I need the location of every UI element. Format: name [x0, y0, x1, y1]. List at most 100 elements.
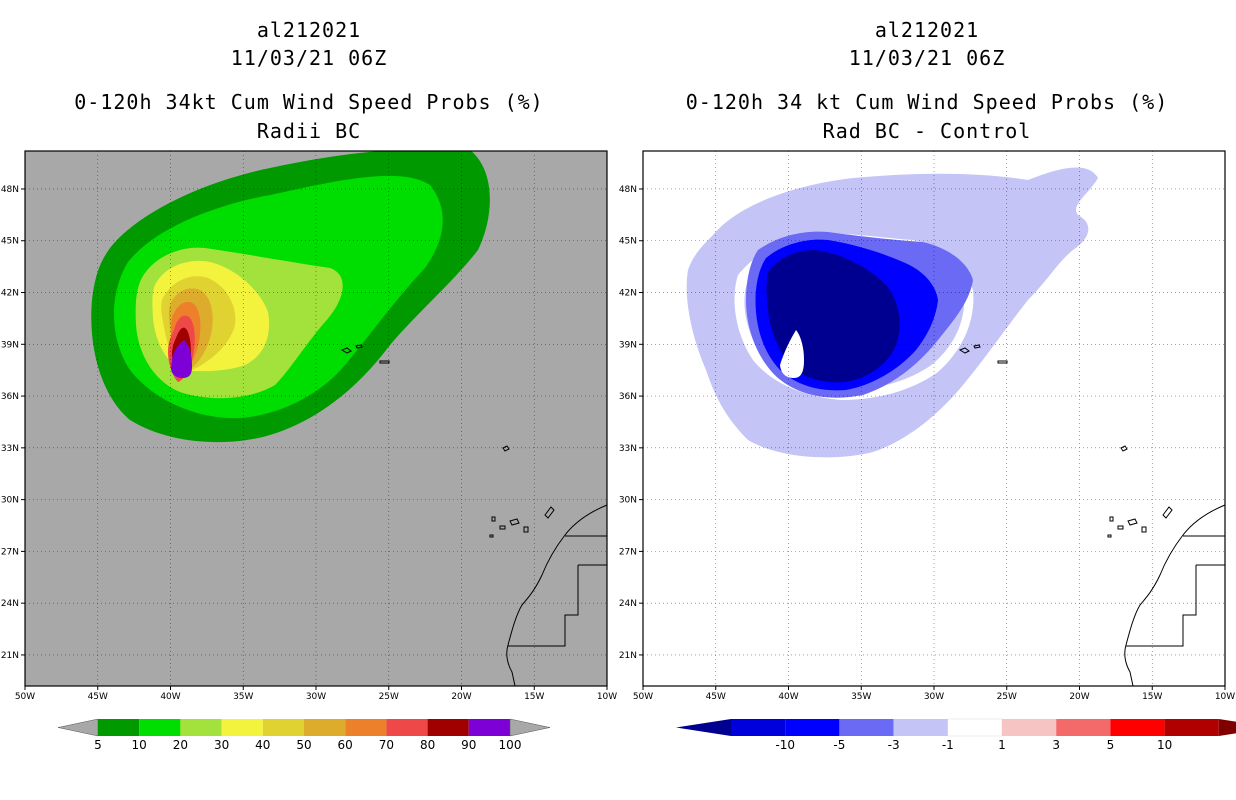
colorbar-swatch — [262, 719, 304, 736]
right-grid — [643, 151, 1225, 686]
colorbar-swatch — [893, 719, 948, 736]
lat-label: 24N — [1, 599, 19, 609]
colorbar-swatch — [785, 719, 840, 736]
lat-label: 42N — [619, 289, 637, 299]
colorbar-swatch — [98, 719, 140, 736]
lon-label: 45W — [88, 692, 108, 702]
colorbar-extend-low — [676, 719, 731, 736]
lat-label: 39N — [1, 340, 19, 350]
right-subtitle: Rad BC - Control — [822, 119, 1032, 143]
colorbar-label: 80 — [420, 738, 435, 752]
lon-label: 40W — [160, 692, 180, 702]
left-storm-id: al212021 — [256, 18, 362, 42]
lat-label: 30N — [1, 496, 19, 506]
colorbar-label: 40 — [255, 738, 270, 752]
lon-label: 30W — [924, 692, 944, 702]
lat-label: 36N — [619, 392, 637, 402]
colorbar-extend-low — [57, 718, 99, 737]
left-subtitle: Radii BC — [256, 119, 362, 143]
lon-label: 20W — [1069, 692, 1089, 702]
colorbar-label: -5 — [833, 738, 845, 752]
colorbar-label: 50 — [296, 738, 311, 752]
right-axis-labels: 50W 45W 40W 35W 30W 25W 20W 15W 10W 48N 45N 42N 39N 3… — [619, 185, 1235, 702]
left-datetime: 11/03/21 06Z — [230, 46, 388, 70]
colorbar-label: 30 — [214, 738, 229, 752]
lat-label: 48N — [619, 185, 637, 195]
lon-label: 25W — [379, 692, 399, 702]
lon-label: 20W — [451, 692, 471, 702]
lon-label: 45W — [706, 692, 726, 702]
lon-label: 15W — [1142, 692, 1162, 702]
right-coastlines — [958, 344, 1226, 687]
lat-label: 36N — [1, 392, 19, 402]
lat-label: 45N — [1, 237, 19, 247]
diff-white-hole — [780, 330, 804, 378]
right-title: 0-120h 34 kt Cum Wind Speed Probs (%) — [685, 90, 1169, 114]
colorbar-extend-high — [509, 718, 551, 737]
left-panel: al212021 11/03/21 06Z 0-120h 34kt Cum Wi… — [1, 18, 617, 752]
colorbar-label: 5 — [94, 738, 102, 752]
left-axis-labels: 50W 45W 40W 35W 30W 25W 20W 15W 10W 48N 45N 42N 39N 3… — [1, 185, 617, 702]
lon-label: 15W — [524, 692, 544, 702]
colorbar-label: 3 — [1052, 738, 1060, 752]
colorbar-swatch — [427, 719, 469, 736]
colorbar-label: 5 — [1107, 738, 1115, 752]
colorbar-swatch — [1110, 719, 1165, 736]
lat-label: 33N — [619, 444, 637, 454]
right-datetime: 11/03/21 06Z — [848, 46, 1006, 70]
colorbar-label: 60 — [338, 738, 353, 752]
right-difference-contours — [686, 167, 1098, 458]
colorbar-swatch — [839, 719, 894, 736]
lat-label: 33N — [1, 444, 19, 454]
colorbar-label: 100 — [499, 738, 522, 752]
lon-label: 40W — [778, 692, 798, 702]
lat-label: 21N — [1, 651, 19, 661]
colorbar-label: 10 — [1157, 738, 1172, 752]
lat-label: 27N — [1, 547, 19, 557]
colorbar-extend-high — [1218, 719, 1236, 736]
colorbar-swatch — [731, 719, 786, 736]
right-map-svg: 50W 45W 40W 35W 30W 25W 20W 15W 10W 48N 45N 42N 39N 3… — [619, 150, 1236, 752]
left-title: 0-120h 34kt Cum Wind Speed Probs (%) — [74, 90, 544, 114]
colorbar-swatch — [139, 719, 181, 736]
right-colorbar: -10 -5 -3 -1 1 3 5 10 — [676, 718, 1236, 752]
lat-label: 21N — [619, 651, 637, 661]
lon-label: 10W — [597, 692, 617, 702]
left-map-svg: 50W 45W 40W 35W 30W 25W 20W 15W 10W 48N 45N 42N 39N 3… — [1, 150, 617, 752]
right-storm-id: al212021 — [874, 18, 980, 42]
colorbar-label: 70 — [379, 738, 394, 752]
left-coastlines — [340, 344, 608, 687]
colorbar-label: 20 — [173, 738, 188, 752]
colorbar-swatch — [304, 719, 346, 736]
lat-label: 45N — [619, 237, 637, 247]
left-colorbar: 5 10 20 30 40 50 60 70 80 90 100 — [57, 718, 551, 752]
colorbar-swatch — [1056, 719, 1111, 736]
colorbar-label: 90 — [461, 738, 476, 752]
colorbar-swatch — [386, 719, 428, 736]
colorbar-label: 10 — [132, 738, 147, 752]
colorbar-swatch — [468, 719, 510, 736]
left-grid — [25, 151, 607, 686]
colorbar-label: -3 — [888, 738, 900, 752]
lon-label: 35W — [233, 692, 253, 702]
right-panel: al212021 11/03/21 06Z 0-120h 34 kt Cum W… — [618, 0, 1236, 800]
colorbar-swatch — [1002, 719, 1057, 736]
lat-label: 42N — [1, 289, 19, 299]
lon-label: 35W — [851, 692, 871, 702]
colorbar-swatch — [1164, 719, 1219, 736]
colorbar-label: -1 — [942, 738, 954, 752]
left-probability-contours — [91, 151, 490, 443]
contour-90 — [171, 340, 192, 378]
lon-label: 10W — [1215, 692, 1235, 702]
lon-label: 50W — [633, 692, 653, 702]
colorbar-swatch — [947, 718, 1003, 737]
colorbar-swatch — [180, 719, 222, 736]
lon-label: 30W — [306, 692, 326, 702]
lat-label: 24N — [619, 599, 637, 609]
lat-label: 30N — [619, 496, 637, 506]
colorbar-swatch — [221, 719, 263, 736]
lat-label: 27N — [619, 547, 637, 557]
colorbar-label: 1 — [998, 738, 1006, 752]
colorbar-swatch — [345, 719, 387, 736]
colorbar-label: -10 — [775, 738, 795, 752]
